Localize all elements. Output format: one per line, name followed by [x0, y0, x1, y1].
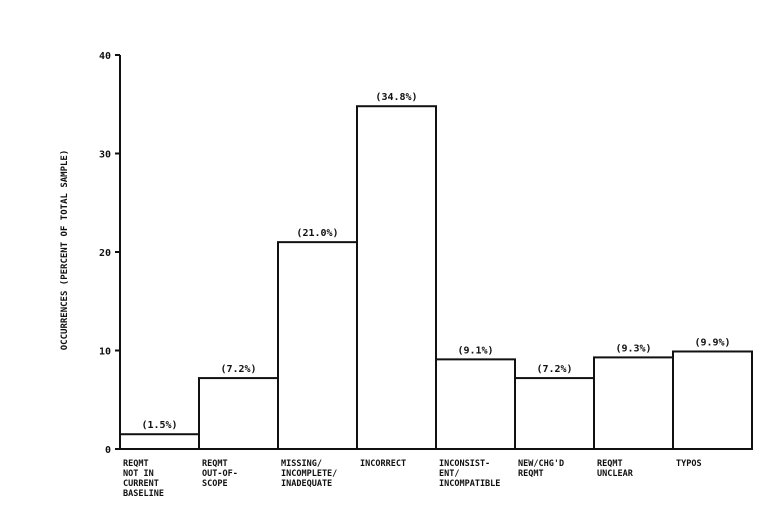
bar-value-label: (7.2%): [220, 364, 256, 375]
bar: [593, 356, 674, 450]
category-labels: REQMT NOT IN CURRENT BASELINE REQMT OUT-OF-SC…: [123, 459, 702, 499]
y-tick-label: 20: [99, 248, 111, 259]
bar-value-label: (9.1%): [457, 345, 493, 356]
x-category-label: REQMT OUT-OF-SCOPE: [202, 459, 238, 489]
x-category-label: REQMT NOT IN CURRENT BASELINE: [123, 459, 164, 499]
y-tick-label: 40: [99, 51, 111, 62]
bar: [198, 377, 279, 450]
bar: [514, 377, 595, 450]
x-category-label: TYPOS: [676, 459, 702, 469]
bar-value-label: (1.5%): [141, 420, 177, 431]
bar-value-label: (21.0%): [296, 228, 338, 239]
y-tick-label: 10: [99, 347, 111, 358]
bar-value-label: (9.9%): [694, 337, 730, 348]
value-labels: (1.5%) (7.2%) (21.0%) (34.8%) (9.1%) (7.2%) (9…: [141, 92, 730, 431]
bar-value-label: (9.3%): [615, 343, 651, 354]
bar-value-label: (34.8%): [375, 92, 417, 103]
bar-series: [119, 105, 753, 451]
x-category-label: NEW/CHG'D REQMT: [518, 459, 564, 479]
y-axis-title: OCCURRENCES (PERCENT OF TOTAL SAMPLE): [60, 150, 70, 350]
x-category-label: MISSING/INCOMPLETE/INADEQUATE: [281, 459, 337, 489]
bar: [672, 350, 753, 450]
bar: [277, 241, 358, 450]
y-tick-label: 0: [105, 445, 111, 456]
x-category-label: REQMT UNCLEAR: [597, 459, 634, 479]
y-tick-label: 30: [99, 150, 111, 161]
x-category-label: INCORRECT: [360, 459, 406, 469]
bar-value-label: (7.2%): [536, 364, 572, 375]
bar: [119, 433, 200, 451]
bar: [356, 105, 437, 450]
bar: [435, 358, 516, 450]
x-category-label: INCONSIST-ENT/INCOMPATIBLE: [439, 459, 500, 489]
